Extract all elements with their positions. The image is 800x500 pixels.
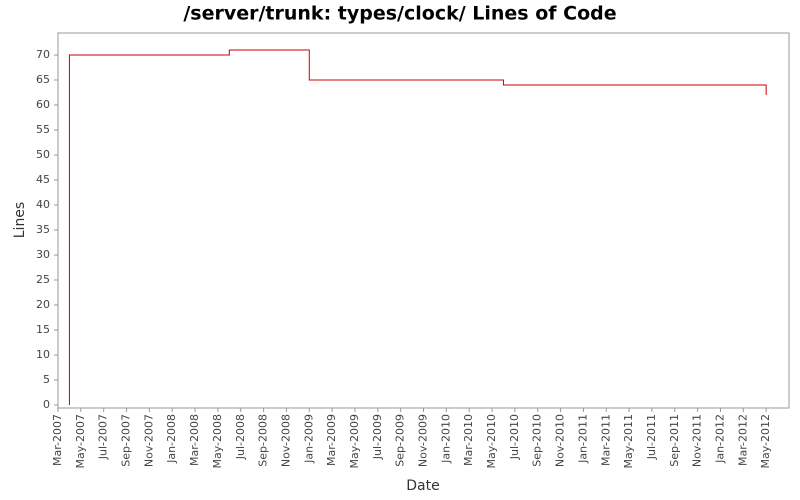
loc-line bbox=[68, 49, 767, 405]
y-tick-label: 10 bbox=[36, 348, 50, 361]
y-tick-label: 5 bbox=[43, 373, 50, 386]
x-tick-label: May-2010 bbox=[485, 414, 498, 469]
y-tick-label: 55 bbox=[36, 123, 50, 136]
x-tick-label: Mar-2009 bbox=[325, 414, 338, 466]
x-tick-label: Mar-2010 bbox=[462, 414, 475, 466]
y-tick-label: 30 bbox=[36, 248, 50, 261]
x-tick-label: Jan-2012 bbox=[713, 414, 726, 464]
x-tick-label: Sep-2007 bbox=[120, 414, 133, 467]
y-tick-label: 45 bbox=[36, 173, 50, 186]
x-tick-label: Jan-2008 bbox=[165, 414, 178, 464]
x-tick-label: Mar-2011 bbox=[599, 414, 612, 466]
x-axis-label: Date bbox=[406, 478, 439, 494]
x-tick-label: Sep-2011 bbox=[668, 414, 681, 467]
x-tick-label: Jul-2007 bbox=[97, 414, 110, 460]
y-tick-label: 25 bbox=[36, 273, 50, 286]
x-tick-label: Nov-2009 bbox=[417, 414, 430, 467]
x-tick-label: Jul-2011 bbox=[645, 414, 658, 460]
x-tick-label: Sep-2009 bbox=[394, 414, 407, 467]
y-axis-label: Lines bbox=[12, 202, 28, 238]
x-tick-label: Jul-2010 bbox=[508, 414, 521, 460]
x-tick-label: May-2007 bbox=[74, 414, 87, 469]
x-tick-label: Jan-2011 bbox=[576, 414, 589, 464]
y-tick-label: 60 bbox=[36, 98, 50, 111]
x-tick-label: Nov-2010 bbox=[554, 414, 567, 467]
y-tick-label: 65 bbox=[36, 73, 50, 86]
y-tick-label: 35 bbox=[36, 223, 50, 236]
x-tick-label: Jul-2009 bbox=[371, 414, 384, 460]
x-tick-label: Jan-2009 bbox=[302, 414, 315, 464]
plot-area bbox=[57, 32, 790, 409]
y-tick-label: 20 bbox=[36, 298, 50, 311]
chart-title: /server/trunk: types/clock/ Lines of Cod… bbox=[183, 3, 616, 25]
y-tick-label: 50 bbox=[36, 148, 50, 161]
x-tick-label: Nov-2008 bbox=[279, 414, 292, 467]
y-tick-label: 40 bbox=[36, 198, 50, 211]
x-tick-label: May-2012 bbox=[759, 414, 772, 469]
x-tick-label: Jul-2008 bbox=[234, 414, 247, 460]
x-tick-label: Mar-2008 bbox=[188, 414, 201, 466]
x-tick-label: Sep-2008 bbox=[257, 414, 270, 467]
x-tick-label: May-2011 bbox=[622, 414, 635, 469]
y-tick-label: 0 bbox=[43, 398, 50, 411]
y-tick-label: 15 bbox=[36, 323, 50, 336]
x-tick-label: May-2009 bbox=[348, 414, 361, 469]
x-tick-label: Nov-2011 bbox=[691, 414, 704, 467]
x-tick-label: May-2008 bbox=[211, 414, 224, 469]
x-tick-label: Sep-2010 bbox=[531, 414, 544, 467]
x-tick-label: Mar-2007 bbox=[51, 414, 64, 466]
x-tick-label: Mar-2012 bbox=[736, 414, 749, 466]
y-tick-label: 70 bbox=[36, 48, 50, 61]
x-tick-label: Jan-2010 bbox=[439, 414, 452, 464]
x-tick-label: Nov-2007 bbox=[142, 414, 155, 467]
